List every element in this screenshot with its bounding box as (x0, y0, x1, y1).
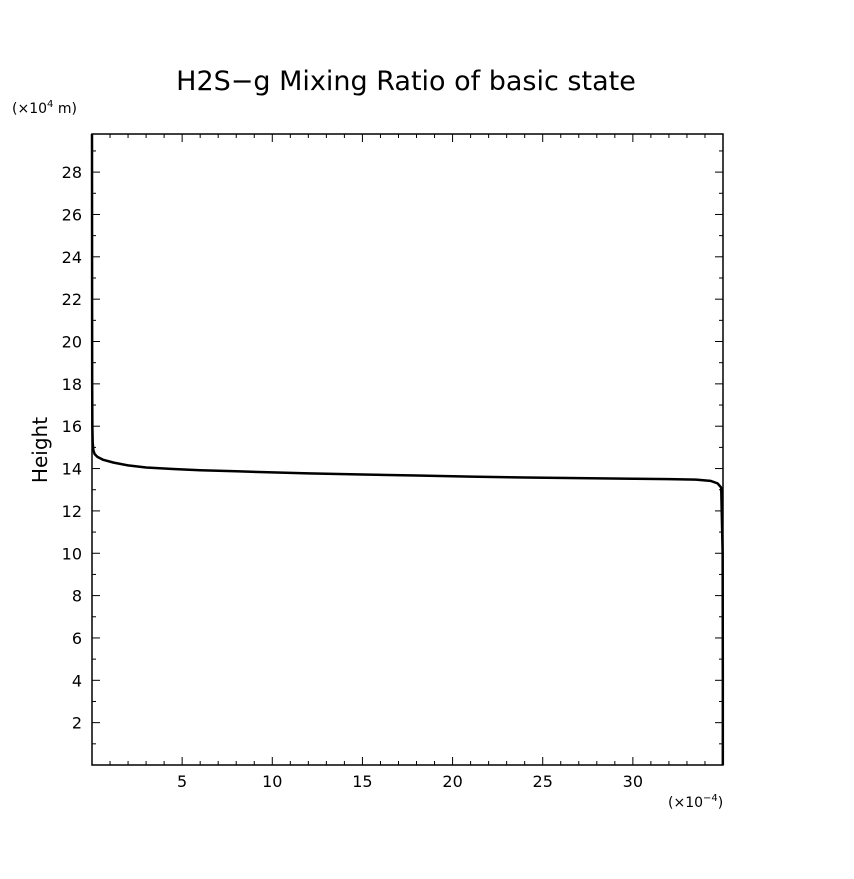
y-tick-label: 14 (62, 460, 82, 479)
chart-title: H2S−g Mixing Ratio of basic state (176, 66, 636, 97)
plot-frame (91, 133, 724, 766)
y-scale-label: (×104 m) (12, 99, 77, 117)
y-axis-label: Height (28, 417, 52, 483)
y-tick-label: 16 (62, 417, 82, 436)
x-tick-label: 5 (177, 772, 187, 791)
x-tick-label: 30 (623, 772, 643, 791)
y-tick-label: 2 (72, 714, 82, 733)
y-tick-label: 12 (62, 502, 82, 521)
x-tick-label: 10 (262, 772, 282, 791)
y-tick-label: 20 (62, 333, 82, 352)
series-layer (90, 133, 725, 765)
x-tick-label: 15 (352, 772, 372, 791)
y-tick-label: 28 (62, 163, 82, 182)
y-tick-label: 22 (62, 290, 82, 309)
y-scale-prefix: (×10 (12, 101, 47, 117)
x-scale-exponent: −4 (703, 793, 718, 804)
x-scale-prefix: (×10 (668, 795, 703, 811)
y-tick-label: 18 (62, 375, 82, 394)
axis-ticks (92, 134, 723, 765)
y-tick-label: 8 (72, 587, 82, 606)
y-tick-label: 6 (72, 629, 82, 648)
x-scale-suffix: ) (718, 795, 723, 811)
x-tick-label: 20 (442, 772, 462, 791)
x-tick-label: 25 (533, 772, 553, 791)
y-tick-label: 4 (72, 671, 82, 690)
series-line (90, 133, 725, 765)
y-tick-label: 24 (62, 248, 82, 267)
x-scale-label: (×10−4) (668, 793, 723, 811)
y-tick-label: 26 (62, 205, 82, 224)
y-tick-label: 10 (62, 544, 82, 563)
y-scale-exponent: 4 (47, 99, 53, 110)
y-scale-suffix: m) (53, 101, 77, 117)
